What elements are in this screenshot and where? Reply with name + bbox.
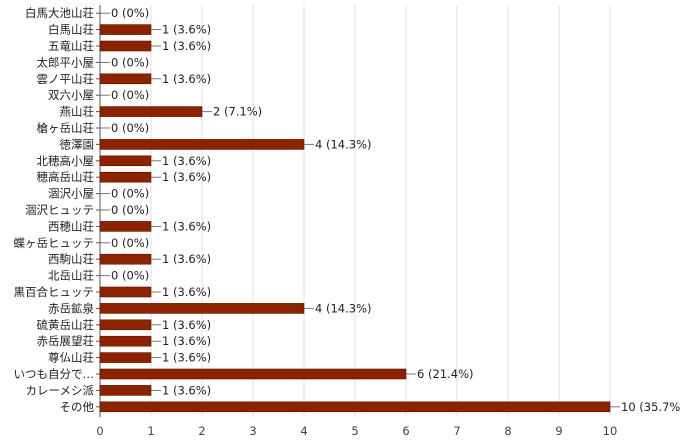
category-label: 西穂山荘 [48,219,94,233]
data-label: 0 (0%) [111,187,149,201]
bar [99,368,407,380]
bar [99,319,152,331]
category-label: 穂高岳山荘 [37,170,95,184]
bar [99,139,305,150]
x-tick-label: 3 [249,424,256,438]
category-label: 太郎平小屋 [37,55,95,69]
data-label: 1 (3.6%) [162,170,211,184]
bar [99,24,152,35]
data-label: 1 (3.6%) [162,383,211,397]
data-label: 1 (3.6%) [162,154,211,168]
data-label: 4 (14.3%) [315,301,371,315]
x-tick-label: 5 [351,424,358,438]
category-label: いつも自分で… [14,367,95,381]
data-label: 1 (3.6%) [162,39,211,53]
data-label: 10 (35.7% [621,400,680,414]
category-label: 北岳山荘 [48,269,94,283]
x-tick-label: 2 [198,424,205,438]
data-label: 0 (0%) [111,236,149,250]
bar [99,253,152,265]
data-label: 0 (0%) [111,121,149,135]
category-label: 槍ヶ岳山荘 [37,121,95,135]
x-tick-label: 4 [300,424,307,438]
bar [99,40,152,52]
x-tick-label: 8 [504,424,511,438]
data-label: 0 (0%) [111,88,149,102]
category-label: カレーメシ派 [25,383,94,397]
category-label: 西駒山荘 [48,252,94,266]
data-label: 1 (3.6%) [162,252,211,266]
bar [99,352,152,363]
category-label: 雲ノ平山荘 [37,72,95,86]
bar [99,401,611,413]
data-label: 1 (3.6%) [162,72,211,86]
category-label: 蝶ヶ岳ヒュッテ [14,236,95,250]
data-label: 1 (3.6%) [162,23,211,37]
x-tick-label: 6 [402,424,409,438]
bar [99,171,152,183]
data-label: 1 (3.6%) [162,334,211,348]
category-label: 赤岳鉱泉 [48,301,94,315]
data-label: 2 (7.1%) [213,105,262,119]
category-label: 硫黄岳山荘 [37,318,95,332]
category-label: 白馬山荘 [48,23,94,37]
category-label: 黒百合ヒュッテ [14,285,95,299]
data-label: 1 (3.6%) [162,351,211,365]
x-tick-label: 7 [453,424,460,438]
category-label: その他 [60,400,95,414]
data-label: 0 (0%) [111,6,149,20]
bar [99,106,203,117]
data-label: 4 (14.3%) [315,137,371,151]
category-label: 五竜山荘 [48,39,94,53]
bar [99,221,152,232]
data-label: 1 (3.6%) [162,285,211,299]
bar [99,385,152,396]
category-label: 尊仏山荘 [48,351,94,365]
category-label: 白馬大池山荘 [25,6,94,20]
category-label: 北穂高小屋 [37,154,95,168]
category-label: 赤岳展望荘 [37,334,95,348]
data-label: 1 (3.6%) [162,219,211,233]
x-tick-label: 1 [147,424,154,438]
data-label: 0 (0%) [111,55,149,69]
bar [99,73,152,85]
category-label: 徳澤園 [60,137,95,151]
bar [99,303,305,314]
data-label: 0 (0%) [111,203,149,217]
bar [99,335,152,347]
data-label: 1 (3.6%) [162,318,211,332]
category-label: 燕山荘 [60,105,95,119]
data-label: 0 (0%) [111,269,149,283]
bar [99,155,152,167]
data-label: 6 (21.4%) [417,367,473,381]
bar [99,286,152,298]
x-tick-label: 0 [96,424,103,438]
category-label: 双六小屋 [48,88,94,102]
x-tick-label: 10 [603,424,618,438]
x-tick-label: 9 [555,424,562,438]
category-label: 涸沢ヒュッテ [25,203,94,217]
category-label: 涸沢小屋 [48,187,94,201]
